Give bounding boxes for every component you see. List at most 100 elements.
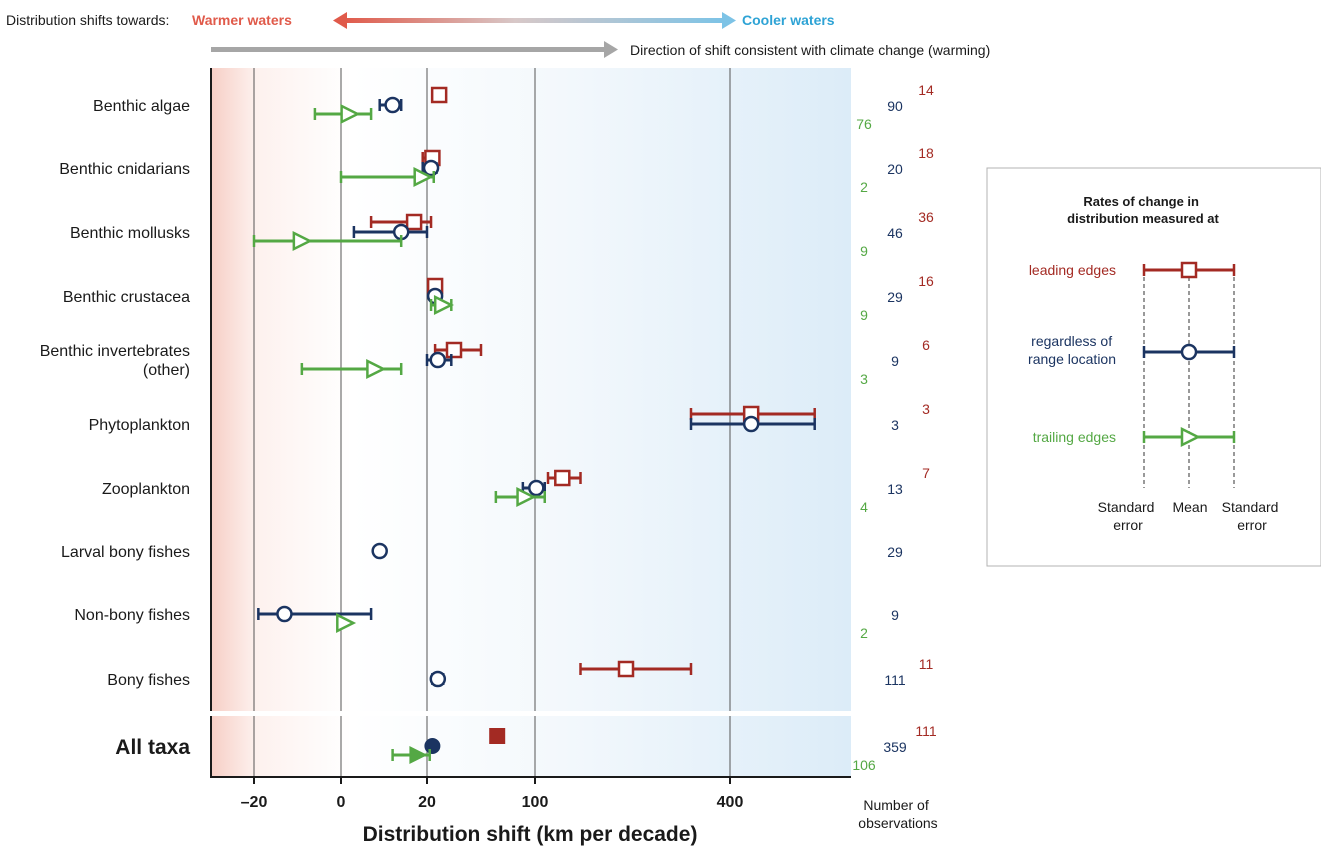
count-trailing-non-bony-fishes: 2: [860, 625, 868, 641]
trailing-point-benthic-crustacea: [433, 294, 454, 316]
category-label-benthic-mollusks: Benthic mollusks: [70, 225, 190, 242]
legend-se-left-label: Standard error: [1098, 499, 1159, 533]
counts-benthic-invertebrates-other: 6 9 3: [860, 337, 930, 387]
trailing-point-benthic-invertebrates-other: [366, 358, 387, 380]
category-label-phytoplankton: Phytoplankton: [89, 417, 190, 434]
trailing-point-non-bony-fishes: [336, 612, 357, 634]
legend-label-trailing: trailing edges: [1033, 429, 1116, 445]
legend-label-regardless: regardless of range location: [1028, 333, 1116, 367]
category-label-bony-fishes: Bony fishes: [107, 672, 190, 689]
chart-header: Distribution shifts towards: Warmer wate…: [6, 12, 990, 58]
legend-regardless-symbol: [1142, 343, 1236, 361]
count-regardless-non-bony-fishes: 9: [891, 607, 899, 623]
category-label-benthic-crustacea: Benthic crustacea: [63, 289, 190, 306]
trailing-point-benthic-cnidarians: [413, 166, 434, 188]
warm-cool-arrow-shaft: [344, 18, 724, 23]
direction-arrowhead: [604, 41, 618, 58]
count-leading-all-taxa: 111: [915, 723, 936, 739]
row-benthic-algae: [313, 86, 448, 125]
gridlines: [253, 68, 731, 784]
count-regardless-phytoplankton: 3: [891, 417, 899, 433]
row-zooplankton: [494, 469, 582, 508]
header-cool-label: Cooler waters: [742, 12, 835, 28]
legend-title-line1: Rates of change in: [1083, 194, 1199, 209]
count-leading-benthic-cnidarians: 18: [918, 145, 934, 161]
data-marks: [252, 86, 816, 764]
count-trailing-zooplankton: 4: [860, 499, 868, 515]
observation-counts: 1490761820236469162996933371342992111111…: [852, 82, 937, 773]
legend-title-line2: distribution measured at: [1067, 211, 1219, 226]
category-labels: Benthic algae Benthic cnidarians Benthic m…: [40, 98, 191, 759]
trailing-point-zooplankton: [516, 486, 537, 508]
count-leading-phytoplankton: 3: [922, 401, 930, 417]
plot-background-main: [211, 68, 851, 712]
plot-area: [205, 68, 855, 784]
count-regardless-larval-bony-fishes: 29: [887, 544, 903, 560]
leading-point-all-taxa: [489, 728, 506, 744]
count-leading-benthic-mollusks: 36: [918, 209, 934, 225]
regardless-point-phytoplankton: [742, 415, 760, 433]
panel-separator: [205, 711, 855, 716]
regardless-point-larval-bony-fishes: [371, 542, 388, 560]
regardless-point-all-taxa: [424, 738, 441, 754]
count-regardless-bony-fishes: 111: [884, 672, 905, 688]
counts-benthic-cnidarians: 18 20 2: [860, 145, 934, 195]
legend-label-leading: leading edges: [1029, 262, 1116, 278]
trailing-point-benthic-mollusks: [292, 230, 313, 252]
count-leading-benthic-algae: 14: [918, 82, 934, 98]
regardless-point-benthic-invertebrates-other: [429, 351, 447, 369]
category-label-benthic-invertebrates-other-line1: Benthic invertebrates: [40, 343, 190, 360]
count-regardless-benthic-cnidarians: 20: [887, 161, 903, 177]
x-axis-label: Distribution shift (km per decade): [363, 823, 698, 846]
row-larval-bony-fishes: [371, 542, 388, 560]
regardless-point-bony-fishes: [429, 670, 447, 688]
trailing-point-all-taxa: [409, 746, 428, 764]
legend-se-right-label: Standard error: [1222, 499, 1283, 533]
count-trailing-benthic-mollusks: 9: [860, 243, 868, 259]
category-label-benthic-invertebrates-other-line2: (other): [143, 362, 190, 379]
row-non-bony-fishes: [257, 605, 373, 634]
header-warm-label: Warmer waters: [192, 12, 292, 28]
category-label-benthic-cnidarians: Benthic cnidarians: [59, 161, 190, 178]
regardless-point-benthic-cnidarians: [422, 159, 440, 177]
counts-larval-bony-fishes: 29: [887, 544, 903, 560]
count-trailing-benthic-algae: 76: [856, 116, 872, 132]
trailing-point-benthic-algae: [340, 103, 361, 125]
legend-trailing-symbol: [1142, 426, 1236, 448]
count-regardless-benthic-invertebrates-other: 9: [891, 353, 899, 369]
legend-leading-symbol: [1142, 261, 1236, 279]
x-tick-label-4: 400: [717, 794, 744, 811]
count-regardless-zooplankton: 13: [887, 481, 903, 497]
row-benthic-cnidarians: [339, 149, 441, 188]
count-leading-benthic-invertebrates-other: 6: [922, 337, 930, 353]
count-leading-benthic-crustacea: 16: [918, 273, 934, 289]
legend-box: [986, 167, 1321, 567]
cool-arrowhead: [722, 12, 736, 29]
count-trailing-all-taxa: 106: [852, 757, 876, 773]
x-tick-label-2: 20: [418, 794, 436, 811]
leading-point-bony-fishes: [617, 660, 635, 678]
category-label-larval-bony-fishes: Larval bony fishes: [61, 544, 190, 561]
row-benthic-invertebrates-other: [300, 341, 483, 380]
count-axis-label-line2: observations: [858, 815, 937, 831]
count-leading-zooplankton: 7: [922, 465, 930, 481]
count-regardless-benthic-algae: 90: [887, 98, 903, 114]
counts-benthic-mollusks: 36 46 9: [860, 209, 934, 259]
legend-title: Rates of change in distribution measured…: [1067, 194, 1219, 226]
counts-benthic-crustacea: 16 29 9: [860, 273, 934, 323]
legend-label-regardless-line2: range location: [1028, 351, 1116, 367]
category-label-benthic-invertebrates-other: Benthic invertebrates (other): [40, 343, 190, 379]
counts-zooplankton: 7 13 4: [860, 465, 930, 515]
row-benthic-mollusks: [252, 213, 433, 252]
leading-point-benthic-mollusks: [405, 213, 423, 231]
count-trailing-benthic-cnidarians: 2: [860, 179, 868, 195]
x-tick-labels: –20 0 20 100 400: [241, 794, 744, 811]
count-regardless-benthic-crustacea: 29: [887, 289, 903, 305]
category-label-zooplankton: Zooplankton: [102, 481, 190, 498]
count-leading-bony-fishes: 11: [919, 656, 934, 672]
count-trailing-benthic-crustacea: 9: [860, 307, 868, 323]
row-phytoplankton: [689, 405, 816, 433]
regardless-point-benthic-algae: [384, 96, 401, 114]
counts-phytoplankton: 33: [891, 401, 930, 433]
